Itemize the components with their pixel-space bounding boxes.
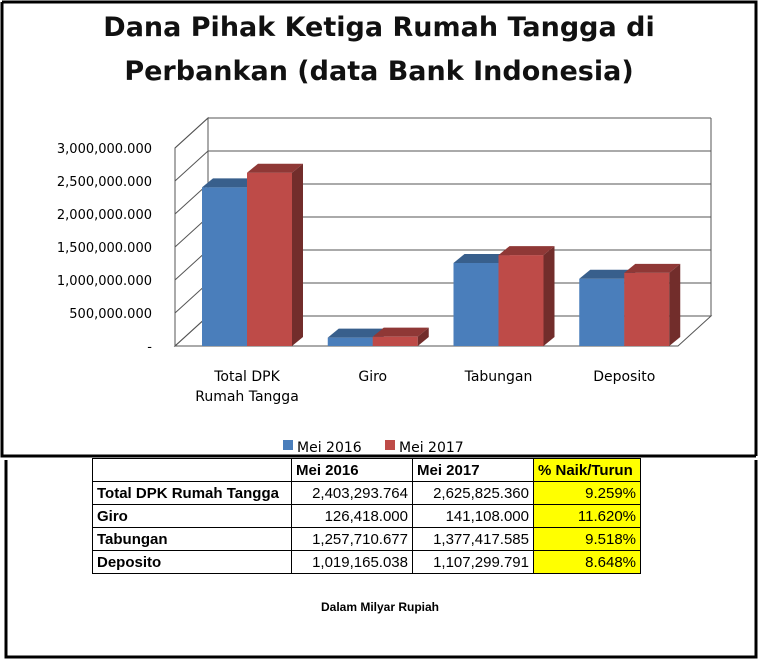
bar-top (372, 327, 429, 337)
table-cell-mei-2017: 2,625,825.360 (412, 481, 534, 505)
bar-side (543, 246, 555, 346)
x-tick-label: Deposito (593, 369, 655, 385)
bar-mei-2017 (247, 172, 292, 346)
table-header-blank (92, 458, 292, 482)
data-table: Mei 2016 Mei 2017 % Naik/Turun Total DPK… (92, 458, 641, 574)
x-tick-label: Rumah Tangga (195, 389, 299, 405)
bar-side (292, 163, 303, 346)
table-cell-mei-2017: 141,108.000 (412, 504, 534, 528)
bar-top (327, 328, 384, 338)
gridline (174, 150, 711, 182)
table-cell-percent: 11.620% (533, 504, 641, 528)
bar-mei-2017 (372, 336, 418, 346)
table-header-row: Mei 2016 Mei 2017 % Naik/Turun (92, 458, 641, 482)
chart-title: Dana Pihak Ketiga Rumah Tangga di Perban… (0, 6, 758, 94)
table-cell-percent: 8.648% (533, 550, 641, 574)
table-row: Deposito 1,019,165.038 1,107,299.791 8.648% (92, 550, 641, 574)
table-body: Total DPK Rumah Tangga 2,403,293.764 2,625… (92, 481, 641, 574)
table-cell-mei-2016: 126,418.000 (291, 504, 413, 528)
table-cell-mei-2017: 1,377,417.585 (412, 527, 534, 551)
table-cell-mei-2016: 1,019,165.038 (291, 550, 413, 574)
table-caption: Dalam Milyar Rupiah (320, 600, 440, 614)
table-row-label: Deposito (92, 550, 292, 574)
bar-mei-2016 (579, 278, 625, 346)
bar-top (202, 178, 258, 188)
y-tick-label: - (147, 340, 152, 355)
y-tick-label: 2,500,000.000 (57, 175, 152, 190)
bar-chart: - 500,000.000 1,000,000.000 1,500,000.000 2,… (57, 116, 713, 456)
bar-mei-2016 (327, 337, 373, 346)
bar-top (498, 246, 555, 256)
bar-top (579, 269, 636, 279)
table-header-mei-2016: Mei 2016 (291, 458, 413, 482)
table-cell-mei-2017: 1,107,299.791 (412, 550, 534, 574)
x-tick-label: Giro (358, 369, 387, 385)
bar-side (417, 327, 429, 346)
bar-mei-2016 (453, 262, 499, 346)
chart-title-line-1: Dana Pihak Ketiga Rumah Tangga di (103, 12, 655, 43)
table-cell-mei-2016: 2,403,293.764 (291, 481, 413, 505)
legend-label: Mei 2017 (399, 440, 464, 456)
bar-side (669, 263, 681, 346)
legend-swatch-mei-2017 (385, 440, 395, 450)
bar-top (247, 163, 303, 173)
y-tick-label: 1,500,000.000 (57, 241, 152, 256)
table-row-label: Total DPK Rumah Tangga (92, 481, 292, 505)
y-tick-label: 2,000,000.000 (57, 208, 152, 223)
table-row: Total DPK Rumah Tangga 2,403,293.764 2,625… (92, 481, 641, 505)
legend-label: Mei 2016 (297, 440, 362, 456)
bar-top (624, 263, 681, 273)
bar-top (453, 253, 510, 263)
x-tick-label: Tabungan (464, 369, 533, 385)
legend-swatch-mei-2016 (283, 440, 293, 450)
table-row: Tabungan 1,257,710.677 1,377,417.585 9.518% (92, 527, 641, 551)
table-header-percent: % Naik/Turun (533, 458, 641, 482)
table-cell-mei-2016: 1,257,710.677 (291, 527, 413, 551)
table-row: Giro 126,418.000 141,108.000 11.620% (92, 504, 641, 528)
table-cell-percent: 9.518% (533, 527, 641, 551)
chart-title-line-2: Perbankan (data Bank Indonesia) (124, 56, 634, 87)
table-row-label: Tabungan (92, 527, 292, 551)
y-tick-label: 1,000,000.000 (57, 274, 152, 289)
bar-mei-2017 (624, 272, 670, 346)
table-header-mei-2017: Mei 2017 (412, 458, 534, 482)
table-row-label: Giro (92, 504, 292, 528)
y-tick-label: 3,000,000.000 (57, 142, 152, 157)
bar-mei-2017 (498, 255, 544, 346)
bar-mei-2016 (202, 187, 247, 346)
table-cell-percent: 9.259% (533, 481, 641, 505)
y-tick-label: 500,000.000 (69, 307, 152, 322)
gridline (174, 117, 711, 149)
x-tick-label: Total DPK (213, 369, 280, 385)
